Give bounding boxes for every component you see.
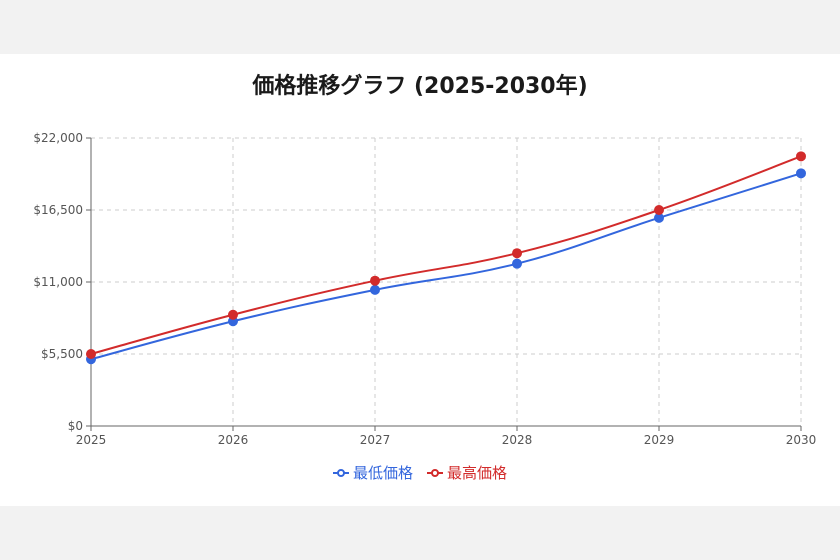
legend: 最低価格 最高価格 (0, 462, 840, 483)
x-tick-label: 2030 (786, 433, 817, 447)
series-min-price-point[interactable] (796, 168, 806, 179)
legend-label-min-price: 最低価格 (352, 464, 413, 482)
series-min-price-point[interactable] (654, 212, 664, 223)
y-tick-label: $11,000 (33, 275, 83, 289)
series-min-price-line (90, 172, 802, 361)
grid-lines (91, 137, 802, 426)
y-tick-label: $16,500 (33, 203, 83, 217)
chart-title: 価格推移グラフ (2025-2030年) (252, 74, 588, 99)
legend-item-min-price[interactable]: 最低価格 (332, 462, 413, 483)
series-min-price-point[interactable] (370, 284, 380, 295)
chart-card: 価格推移グラフ (2025-2030年) $0 $5,500 $11,000 $16,… (0, 54, 840, 506)
legend-item-max-price[interactable]: 最高価格 (427, 462, 507, 483)
series-max-price-line (90, 155, 802, 355)
series-max-price-point[interactable] (512, 248, 522, 259)
legend-swatch-min-icon (332, 468, 349, 477)
series-max-price-point[interactable] (370, 275, 380, 286)
x-tick-label: 2029 (644, 433, 675, 447)
x-tick-label: 2026 (218, 433, 249, 447)
series-max-price-point[interactable] (796, 151, 806, 162)
x-tick-label: 2027 (360, 433, 391, 447)
y-tick-label: $22,000 (33, 131, 83, 145)
y-tick-label: $0 (68, 419, 83, 433)
legend-label-max-price: 最高価格 (447, 464, 508, 482)
series-min-price-point[interactable] (512, 258, 522, 269)
x-tick-label: 2028 (502, 433, 533, 447)
legend-swatch-max-icon (427, 468, 443, 477)
y-tick-labels: $0 $5,500 $11,000 $16,500 $22,000 (33, 131, 83, 433)
series-max-price-point[interactable] (228, 309, 238, 320)
y-tick-label: $5,500 (41, 347, 83, 361)
series-max-price-point[interactable] (86, 349, 96, 359)
x-tick-labels: 2025 2026 2027 2028 2029 2030 (76, 433, 817, 447)
axes (86, 137, 802, 431)
x-tick-label: 2025 (76, 433, 107, 447)
series-layer (86, 151, 806, 365)
series-max-price-point[interactable] (654, 205, 664, 215)
line-chart: $0$5,500$11,000$16,500$22,000 2025 2026 20… (33, 131, 817, 447)
